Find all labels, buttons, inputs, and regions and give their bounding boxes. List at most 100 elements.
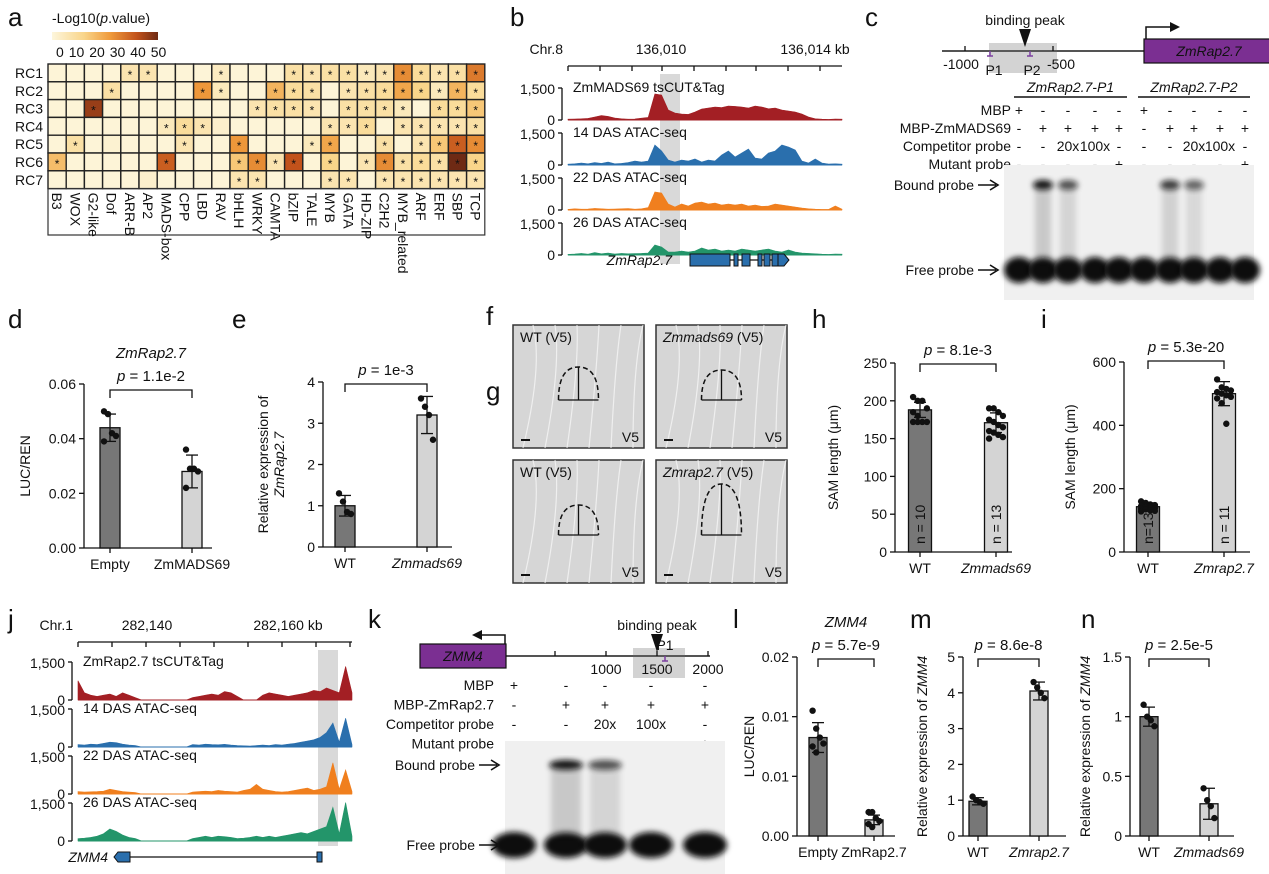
free-probe-band: [629, 832, 673, 858]
significance-marker: *: [473, 157, 478, 171]
y-tick-label: 3: [307, 415, 315, 431]
gene-exon: [757, 253, 763, 267]
data-point: [1151, 507, 1159, 515]
significance-marker: *: [237, 175, 242, 189]
data-point: [1227, 393, 1235, 401]
p-value-annotation: p = 1.1e-2: [116, 368, 185, 385]
x-tick-label: ZmMADS69: [154, 556, 230, 572]
heatmap-cell: [120, 152, 140, 172]
lane-condition: 100x: [636, 716, 666, 732]
heatmap-column-label: CAMTA: [268, 193, 284, 242]
heatmap-cell: [174, 170, 195, 190]
heatmap-cell: [120, 134, 140, 154]
heatmap-cell: [101, 63, 122, 83]
heatmap-cell: [83, 116, 104, 136]
signal-track: [77, 802, 353, 842]
micrograph: WT (V5) V5: [512, 324, 645, 449]
tissue-texture: [544, 459, 558, 584]
heatmap-column-label: B3: [49, 193, 65, 210]
significance-marker: *: [109, 86, 114, 100]
binding-peak-label: binding peak: [985, 12, 1065, 28]
chromosome-label: Chr.1: [40, 617, 74, 633]
panel-label-m: m: [910, 604, 932, 634]
significance-bracket: [109, 389, 193, 398]
emsa-row-label: Mutant probe: [929, 156, 1012, 172]
y-tick-label: 200: [864, 393, 888, 409]
y-tick-label: 0.04: [49, 431, 76, 447]
lane-condition: -: [1192, 156, 1197, 172]
significance-marker: *: [346, 104, 351, 118]
band-arrow: [479, 839, 501, 851]
heatmap-cell: [120, 170, 140, 190]
y-axis-label: LUC/REN: [17, 435, 33, 496]
bar-chart-h: 0 50 100 150 200 250 SAM length (μm) WT n = 10 Zm…: [825, 342, 1031, 576]
micrograph: Zmrap2.7 (V5) V5: [655, 459, 788, 584]
data-point: [809, 707, 816, 714]
free-probe-band: [1179, 257, 1209, 283]
lane-condition: +: [1115, 120, 1123, 136]
coordinate-tick-label: 282,140: [122, 617, 173, 633]
x-tick-label: WT: [1137, 560, 1159, 576]
y-tick-label: 0: [1114, 828, 1122, 844]
significance-marker: *: [346, 121, 351, 135]
gene-exon: [771, 253, 779, 267]
lane-condition: -: [1041, 102, 1046, 118]
y-tick-label: 1: [307, 498, 315, 514]
highlight-region: [660, 74, 680, 264]
lane-condition: -: [512, 697, 517, 713]
lane-condition: -: [1168, 138, 1173, 154]
heatmap-cell: [47, 98, 67, 119]
tissue-texture: [775, 324, 787, 449]
data-point: [820, 740, 827, 747]
x-tick-label: WT: [967, 844, 989, 860]
lane-condition: +: [1190, 120, 1198, 136]
significance-marker: *: [346, 68, 351, 82]
heatmap-cell: [65, 116, 86, 136]
lane-condition: 100x: [1205, 138, 1235, 154]
x-tick-label: WT: [1138, 844, 1160, 860]
y-tick-label: 200: [1093, 481, 1117, 497]
significance-marker: *: [310, 104, 315, 118]
significance-bracket: [344, 383, 428, 392]
heatmap-cell: [302, 170, 322, 190]
heatmap-column-label: WRKY: [249, 193, 265, 236]
free-probe-band: [1080, 257, 1110, 283]
data-point: [809, 743, 816, 750]
data-point: [985, 435, 993, 442]
heatmap-cell: [211, 116, 231, 136]
tissue-texture: [709, 459, 721, 584]
gene-end-arrow: [113, 851, 131, 863]
bar-chart-i: 0 200 400 600 SAM length (μm) WT n=13 Zmrap2.7 n…: [1062, 339, 1255, 576]
track-y-tick-label: 0: [57, 786, 65, 802]
heatmap-cell: [211, 170, 231, 190]
track-y-tick-label: 0: [57, 833, 65, 849]
signal-track: [77, 718, 353, 748]
heatmap-column-label: Dof: [104, 193, 120, 215]
data-point: [909, 393, 917, 401]
signal-track: [567, 144, 843, 166]
data-point: [1211, 814, 1218, 822]
heatmap-cell: [411, 98, 431, 119]
track-y-tick-label: 0: [57, 692, 65, 708]
lane-condition: +: [1091, 120, 1099, 136]
emsa-row-label: MBP: [464, 677, 494, 693]
heatmap-cell: [192, 134, 213, 154]
emsa-row-label: Mutant probe: [412, 736, 495, 752]
heatmap-row-label: RC5: [15, 136, 43, 152]
smear: [590, 765, 620, 835]
y-tick-label: 2: [307, 457, 315, 473]
heatmap-cell: [192, 152, 213, 172]
tissue-texture: [731, 459, 743, 584]
data-point: [999, 433, 1007, 441]
binding-peak-arrow: [651, 634, 663, 652]
y-tick-label: 1: [1114, 709, 1122, 725]
significance-marker: *: [219, 86, 224, 100]
y-tick-label: 1: [947, 792, 955, 808]
heatmap-cell: [247, 116, 268, 136]
significance-marker: *: [364, 104, 369, 118]
band-label: Bound probe: [395, 757, 475, 773]
chromosome-label: Chr.8: [530, 41, 564, 57]
sample-size-label: n = 11: [1216, 506, 1232, 544]
